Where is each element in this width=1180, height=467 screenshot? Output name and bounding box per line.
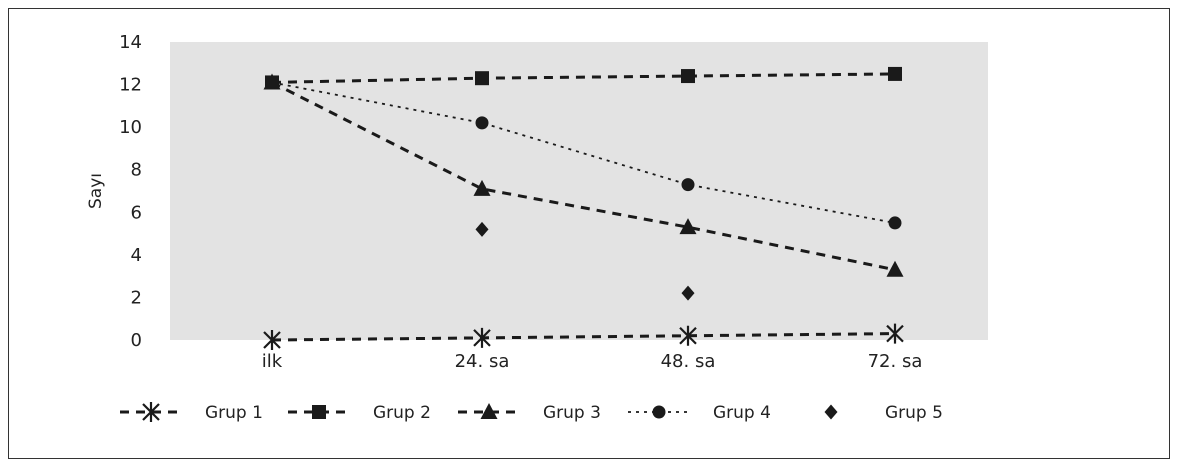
y-tick-label-6: 6 [131,202,142,223]
point-grup-1-48-sa [679,325,697,346]
point-grup-1-ilk [263,330,281,350]
y-tick-label-10: 10 [119,117,142,138]
series-line-grup-4 [271,81,896,224]
legend-marker-grup-2 [312,405,326,419]
point-grup-4-24-sa [475,116,489,130]
legend-label-grup-2: Grup 2 [373,403,431,423]
series-line-grup-3 [271,81,896,272]
legend-label-grup-5: Grup 5 [885,403,943,423]
y-tick-label-2: 2 [131,287,142,308]
series-line-grup-2 [271,72,896,84]
point-grup-3-72-sa [886,260,904,277]
legend-marker-grup-1 [142,402,160,422]
point-grup-5-24-sa [475,221,489,237]
series-grup-1 [263,323,904,350]
legend-item-grup-1: Grup 1 [120,402,263,423]
legend-item-grup-5: Grup 5 [824,403,943,423]
series-grup-5 [475,221,695,301]
y-tick-label-14: 14 [119,32,142,53]
legend-marker-grup-3 [480,403,498,419]
x-tick-label-48-sa: 48. sa [661,351,716,372]
point-grup-5-48-sa [681,285,695,301]
point-grup-3-24-sa [473,179,491,196]
x-tick-label-ilk: ilk [262,351,283,372]
legend-item-grup-2: Grup 2 [288,403,431,423]
point-grup-1-24-sa [473,327,491,348]
point-grup-3-48-sa [679,218,697,235]
point-grup-4-ilk [265,75,279,89]
point-grup-4-72-sa [888,216,902,230]
point-grup-2-72-sa [888,66,902,81]
legend-item-grup-4: Grup 4 [628,403,771,423]
legend-item-grup-3: Grup 3 [458,403,601,423]
series-grup-4 [265,75,902,230]
point-grup-4-48-sa [681,178,695,192]
point-grup-2-48-sa [681,69,695,84]
y-tick-label-12: 12 [119,75,142,96]
x-tick-label-24-sa: 24. sa [455,351,510,372]
legend-label-grup-3: Grup 3 [543,403,601,423]
y-tick-label-4: 4 [131,245,142,266]
legend-marker-grup-4 [652,405,666,419]
y-tick-label-8: 8 [131,160,142,181]
y-tick-label-0: 0 [131,330,142,351]
x-tick-label-72-sa: 72. sa [868,351,923,372]
legend-label-grup-1: Grup 1 [205,403,263,423]
plot-background [170,42,988,340]
legend-label-grup-4: Grup 4 [713,403,771,423]
legend-marker-grup-5 [824,404,838,420]
y-axis-title: Sayı [86,173,106,209]
series-line-grup-1 [271,332,896,342]
point-grup-2-24-sa [475,71,489,86]
point-grup-1-72-sa [886,323,904,344]
